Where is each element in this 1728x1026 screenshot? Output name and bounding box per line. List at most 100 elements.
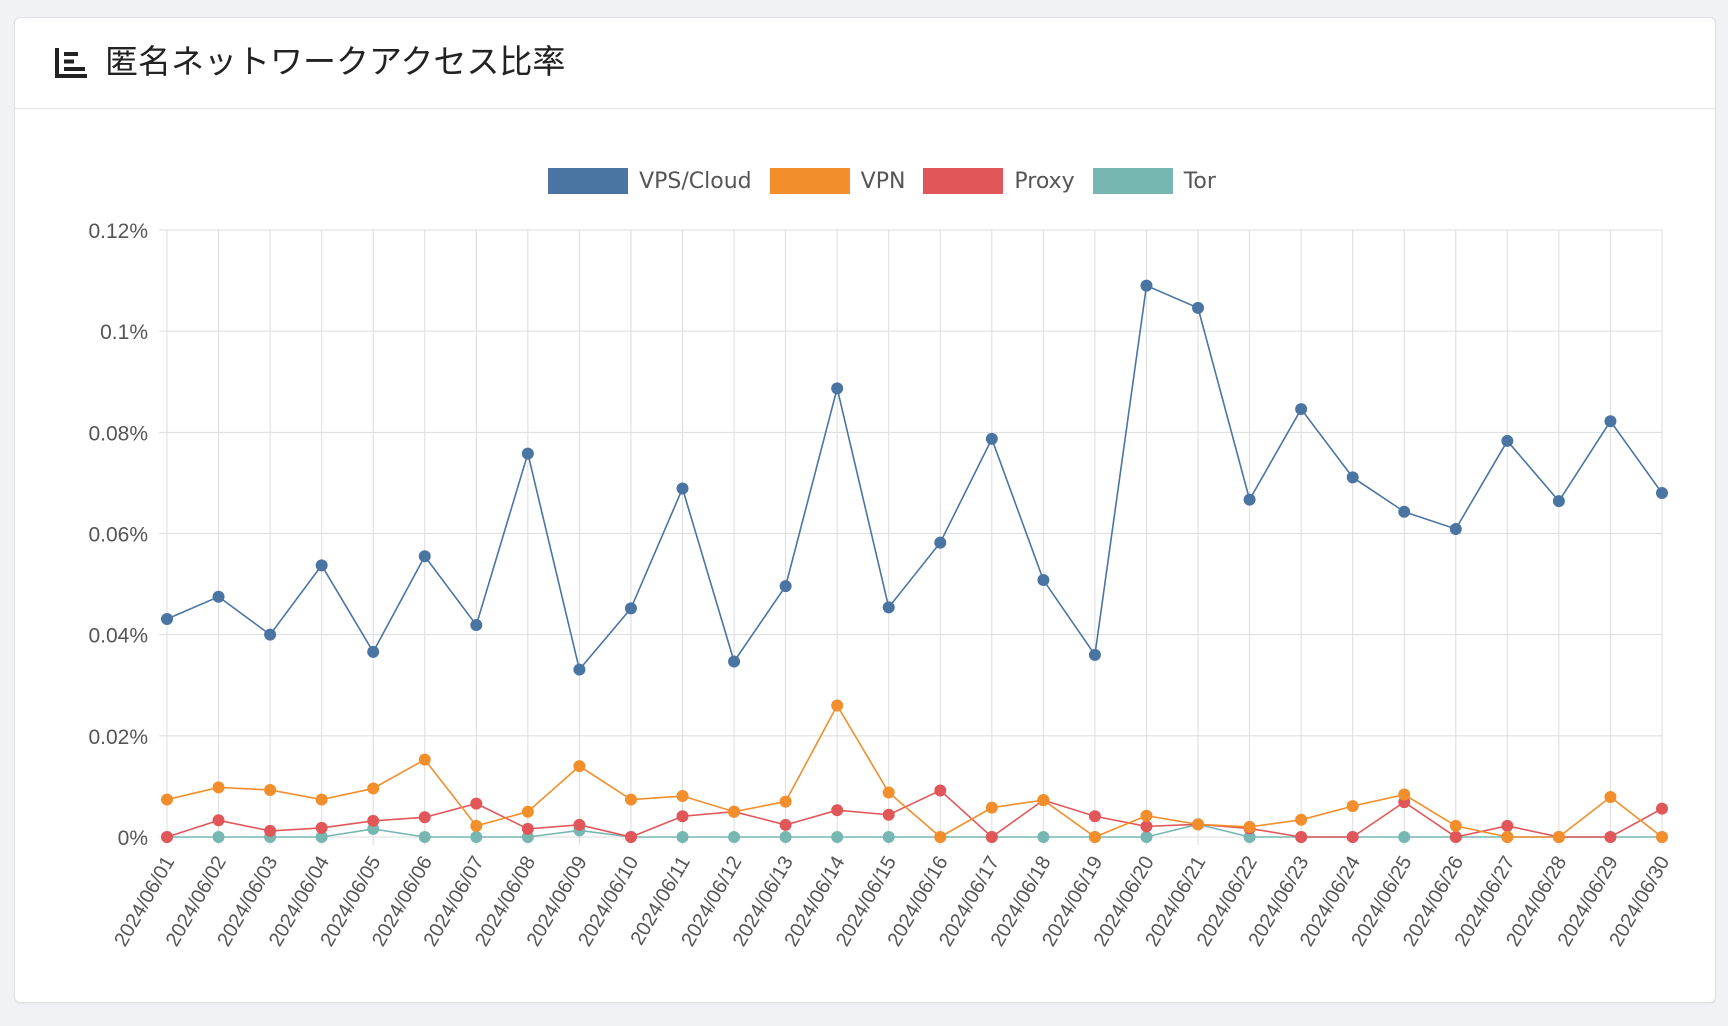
data-point-proxy — [367, 814, 380, 827]
data-point-vps-cloud — [418, 550, 431, 563]
data-point-vps-cloud — [1243, 493, 1256, 506]
data-point-proxy — [212, 814, 225, 827]
data-point-vps-cloud — [573, 663, 586, 676]
legend-item-proxy[interactable]: Proxy — [923, 168, 1075, 194]
data-point-proxy — [573, 818, 586, 831]
data-point-tor — [418, 831, 431, 843]
data-point-proxy — [676, 810, 689, 823]
data-point-vps-cloud — [1552, 495, 1565, 508]
data-point-proxy — [624, 831, 637, 843]
data-point-vpn — [985, 801, 998, 814]
data-point-proxy — [315, 821, 328, 834]
data-point-proxy — [264, 824, 277, 837]
data-point-vpn — [1501, 831, 1514, 843]
data-point-proxy — [1656, 802, 1668, 815]
data-point-vpn — [418, 753, 431, 766]
data-point-vpn — [831, 699, 844, 712]
y-tick-label: 0.04% — [88, 625, 148, 648]
data-point-tor — [728, 831, 741, 843]
data-point-tor — [676, 831, 689, 843]
data-point-vps-cloud — [315, 559, 328, 572]
data-point-vpn — [624, 793, 637, 806]
data-point-vps-cloud — [882, 601, 895, 614]
legend-label: Tor — [1183, 168, 1216, 194]
data-point-vpn — [521, 805, 534, 818]
legend-swatch — [548, 168, 629, 194]
data-point-vps-cloud — [1295, 403, 1308, 416]
series-line-tor — [167, 823, 1662, 838]
data-point-tor — [882, 831, 895, 843]
data-point-proxy — [161, 831, 173, 843]
legend-item-vps-cloud[interactable]: VPS/Cloud — [548, 168, 752, 194]
data-point-vps-cloud — [728, 655, 741, 668]
data-point-vps-cloud — [624, 602, 637, 615]
data-point-vps-cloud — [1501, 434, 1514, 447]
data-point-proxy — [1604, 831, 1617, 843]
data-point-tor — [779, 831, 792, 843]
data-point-vps-cloud — [934, 536, 947, 549]
data-point-vps-cloud — [1656, 487, 1668, 500]
data-point-proxy — [1501, 819, 1514, 832]
data-point-tor — [1398, 831, 1411, 843]
data-point-vpn — [882, 786, 895, 799]
data-point-vpn — [1088, 831, 1101, 843]
data-point-proxy — [1140, 820, 1153, 833]
data-point-vpn — [470, 819, 483, 832]
card-title: 匿名ネットワークアクセス比率 — [105, 42, 566, 81]
legend-item-tor[interactable]: Tor — [1092, 168, 1216, 194]
data-point-vpn — [1295, 813, 1308, 826]
legend-swatch — [923, 168, 1004, 194]
legend-label: Proxy — [1014, 168, 1075, 194]
data-point-tor — [1140, 831, 1153, 843]
data-point-vps-cloud — [831, 382, 844, 395]
data-point-vpn — [367, 782, 380, 795]
legend-label: VPS/Cloud — [639, 168, 752, 194]
data-point-vpn — [728, 805, 741, 818]
data-point-proxy — [1449, 831, 1462, 843]
data-point-vps-cloud — [779, 580, 792, 593]
data-point-proxy — [1295, 831, 1308, 843]
data-point-proxy — [831, 804, 844, 817]
data-point-vps-cloud — [1346, 471, 1359, 484]
data-point-vps-cloud — [985, 432, 998, 445]
y-tick-label: 0.12% — [88, 220, 148, 243]
data-point-tor — [315, 831, 328, 843]
data-point-vps-cloud — [1398, 505, 1411, 518]
legend-swatch — [769, 168, 850, 194]
data-point-proxy — [1346, 831, 1359, 843]
data-point-vps-cloud — [470, 619, 483, 632]
data-point-tor — [1037, 831, 1050, 843]
data-point-vpn — [934, 831, 947, 843]
y-tick-label: 0.02% — [88, 726, 148, 749]
line-chart: 0%0.02%0.04%0.06%0.08%0.1%0.12%2024/06/0… — [88, 220, 1674, 950]
legend-item-vpn[interactable]: VPN — [769, 168, 905, 194]
data-point-vpn — [1398, 788, 1411, 801]
data-point-proxy — [1088, 810, 1101, 823]
data-point-vps-cloud — [367, 645, 380, 658]
data-point-vps-cloud — [1192, 301, 1205, 314]
y-tick-label: 0.06% — [88, 524, 148, 547]
data-point-tor — [831, 831, 844, 843]
data-point-vpn — [1243, 820, 1256, 833]
legend-swatch — [1092, 168, 1173, 194]
card-header: 匿名ネットワークアクセス比率 — [15, 18, 1715, 109]
y-tick-label: 0% — [118, 827, 148, 850]
data-point-vpn — [1449, 819, 1462, 832]
chart-legend: VPS/Cloud VPN Proxy Tor — [49, 166, 1715, 196]
data-point-vpn — [1140, 809, 1153, 822]
series-line-vps-cloud — [166, 284, 1663, 672]
y-tick-label: 0.1% — [100, 321, 148, 344]
data-point-vps-cloud — [264, 628, 277, 641]
data-point-vps-cloud — [161, 612, 173, 625]
data-point-vpn — [212, 781, 225, 794]
series-line-vpn — [166, 703, 1663, 838]
data-point-vps-cloud — [521, 447, 534, 460]
data-point-vps-cloud — [1449, 522, 1462, 535]
data-point-vps-cloud — [1088, 648, 1101, 661]
data-point-vpn — [1037, 794, 1050, 807]
data-point-vpn — [573, 760, 586, 773]
data-point-vpn — [676, 790, 689, 803]
series-line-proxy — [166, 789, 1663, 839]
data-point-proxy — [882, 808, 895, 821]
data-point-vps-cloud — [1037, 574, 1050, 587]
